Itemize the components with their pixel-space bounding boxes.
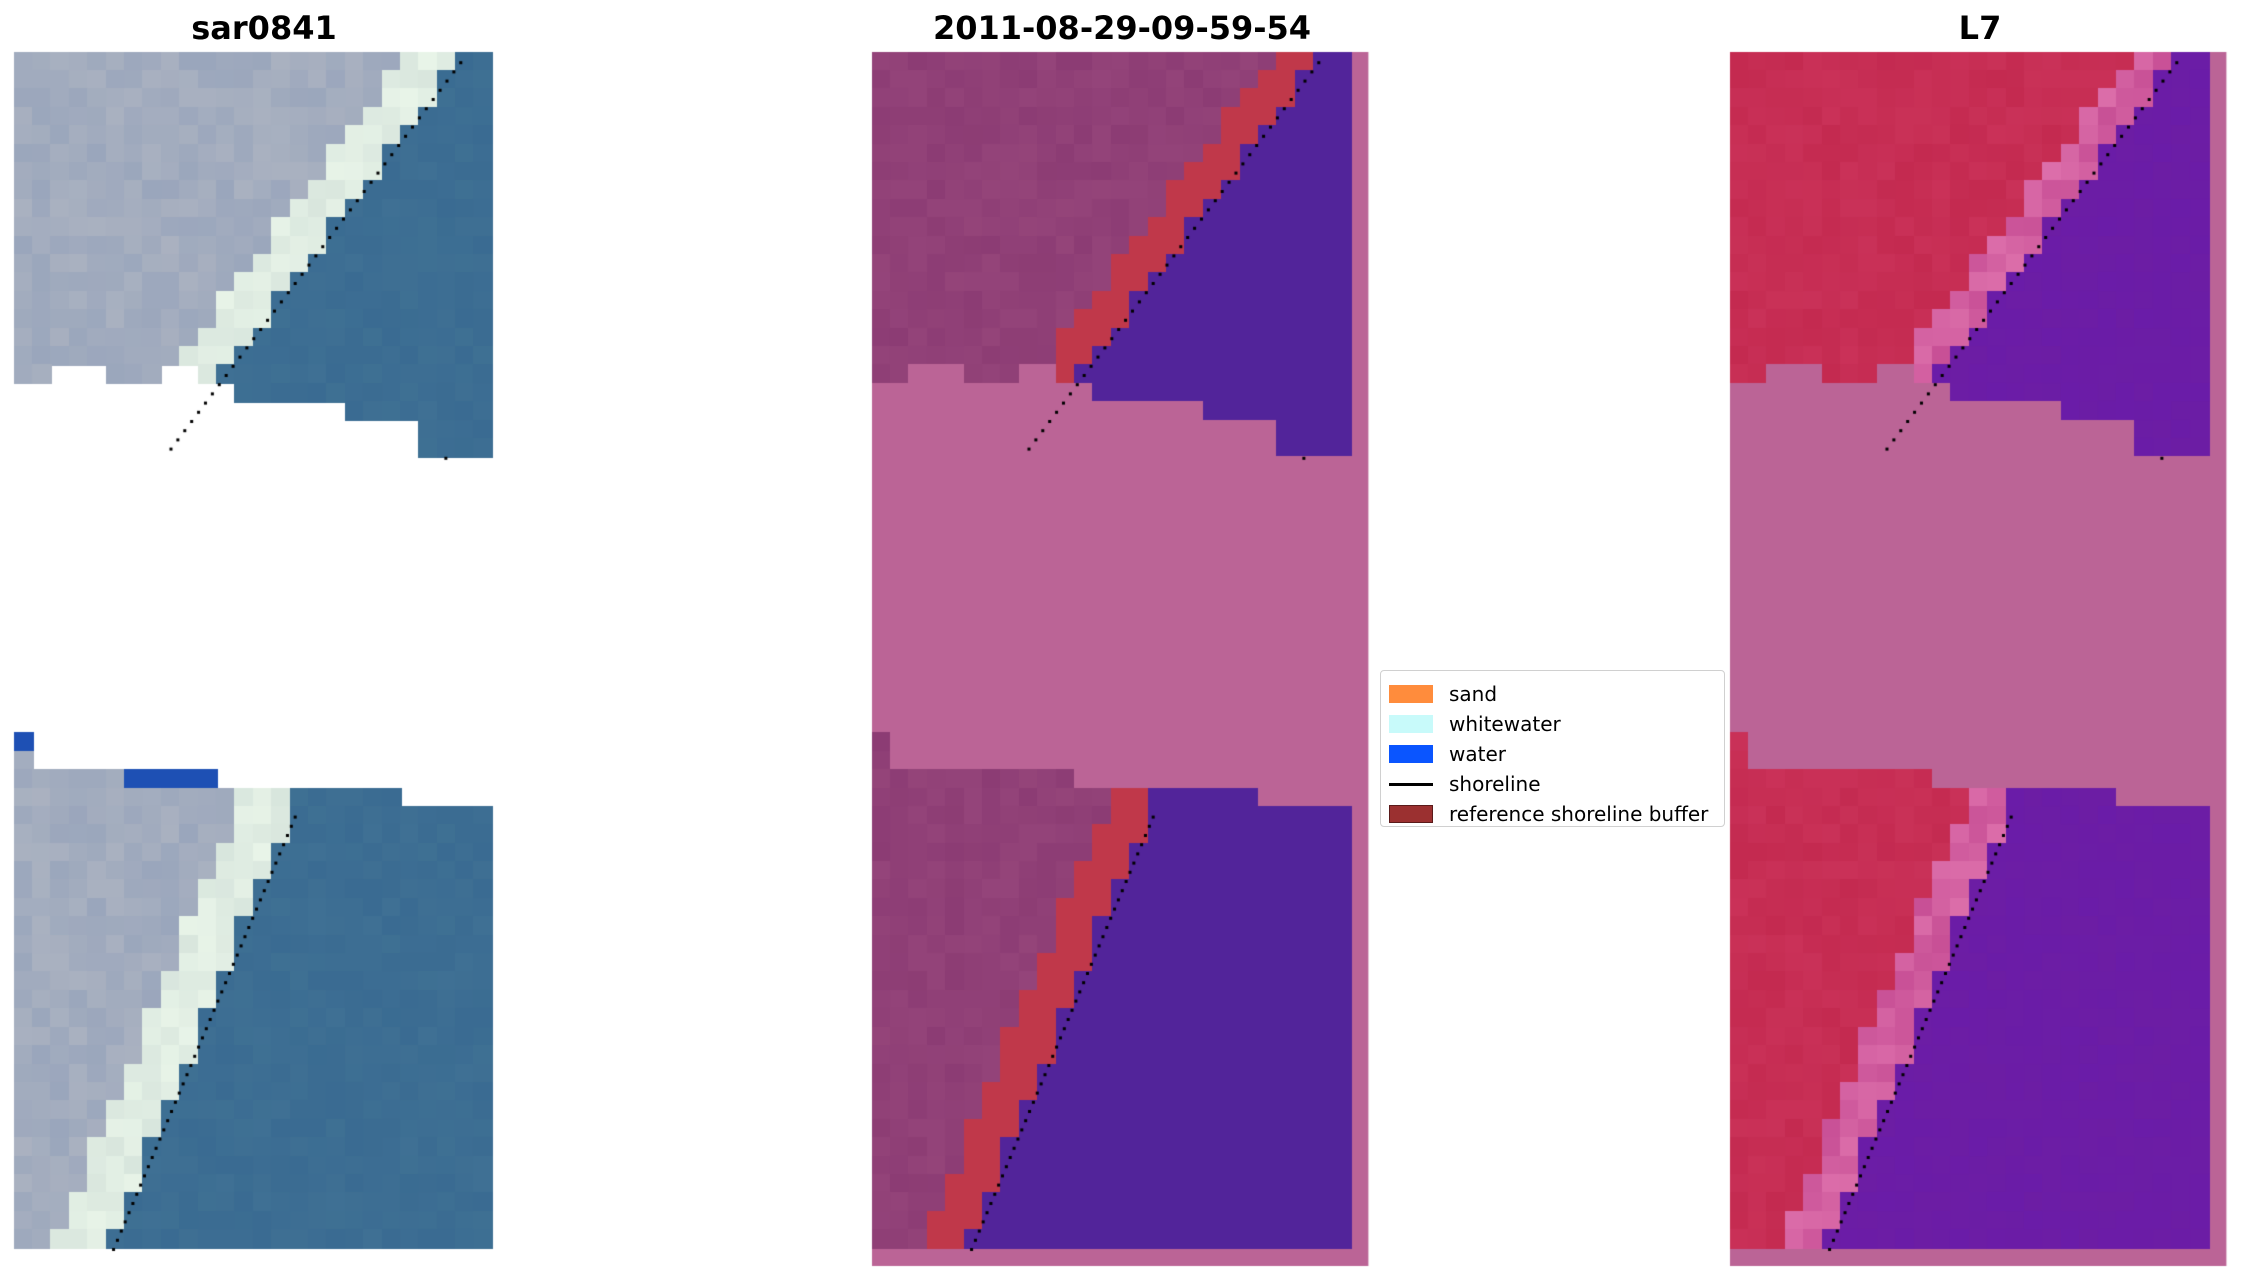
legend-label-water: water [1449, 742, 1506, 766]
legend-label-whitewater: whitewater [1449, 712, 1561, 736]
shoreline-swatch [1389, 782, 1433, 786]
legend: sand whitewater water shoreline referenc… [1380, 670, 1725, 827]
legend-label-reference-buffer: reference shoreline buffer [1449, 802, 1709, 826]
legend-label-sand: sand [1449, 682, 1498, 706]
reference-buffer-swatch [1389, 805, 1433, 823]
sand-swatch [1389, 685, 1433, 703]
legend-item-sand: sand [1389, 681, 1497, 707]
legend-item-water: water [1389, 741, 1506, 767]
legend-item-whitewater: whitewater [1389, 711, 1561, 737]
legend-item-reference-buffer: reference shoreline buffer [1389, 801, 1708, 827]
legend-item-shoreline: shoreline [1389, 771, 1541, 797]
whitewater-swatch [1389, 715, 1433, 733]
legend-label-shoreline: shoreline [1449, 772, 1541, 796]
water-swatch [1389, 745, 1433, 763]
